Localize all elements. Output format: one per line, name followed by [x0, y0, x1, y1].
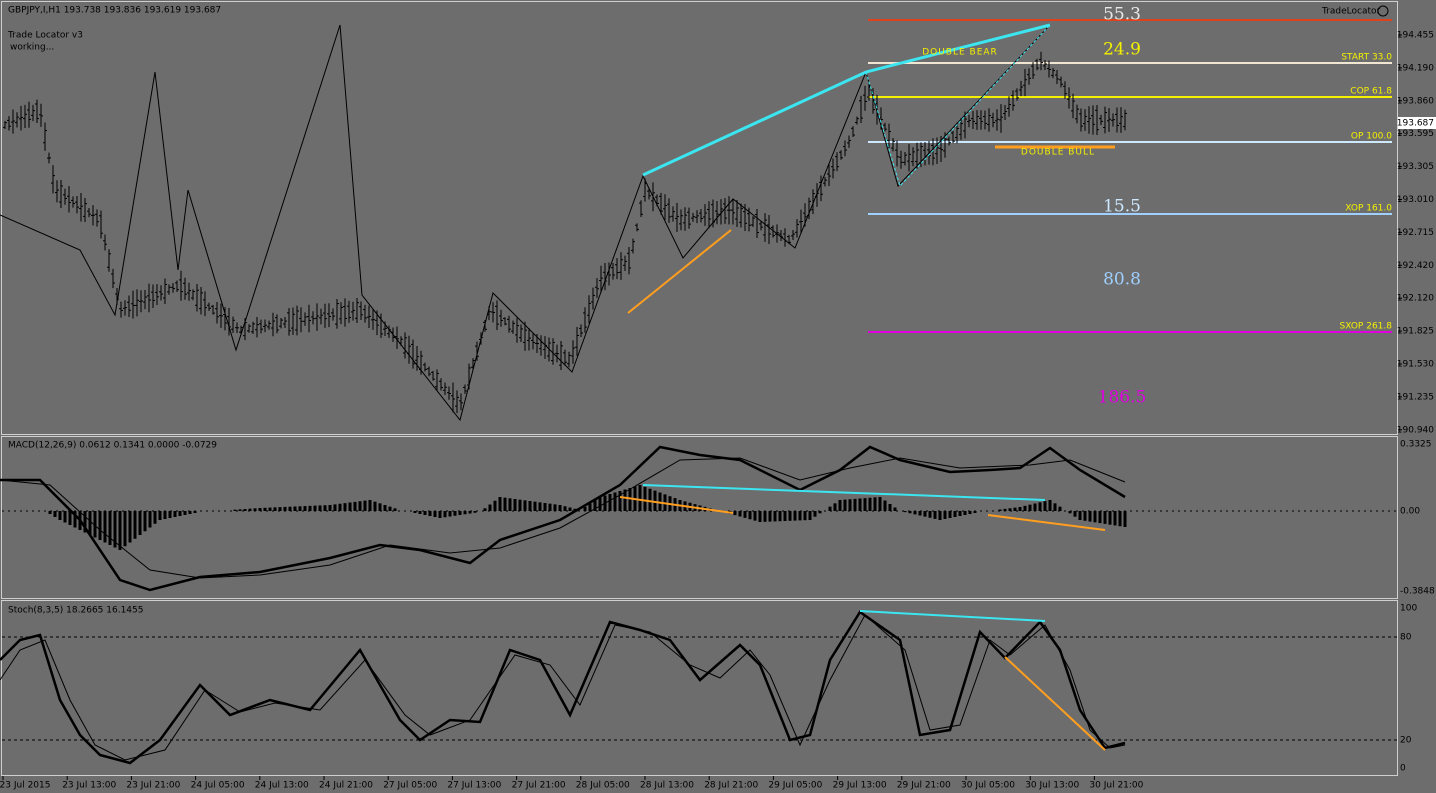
- brand-icon: [1377, 5, 1389, 17]
- price-tick-label: 190.940: [1397, 425, 1434, 435]
- price-tick-label: 191.235: [1397, 392, 1434, 402]
- time-tick-label: 23 Jul 2015: [0, 781, 50, 791]
- zigzag: [0, 24, 1051, 422]
- price-tick-label: 191.825: [1397, 327, 1434, 337]
- price-tick-label: 194.455: [1397, 31, 1434, 41]
- pattern-label: DOUBLE BEAR: [922, 48, 998, 58]
- divergence-line: [627, 229, 732, 314]
- stoch-tick-label: 80: [1400, 633, 1412, 643]
- divergence-line: [987, 514, 1106, 531]
- level-label: OP 100.0: [1351, 132, 1392, 142]
- time-tick-label: 28 Jul 05:00: [576, 781, 630, 791]
- level-percent: 55.3: [1103, 5, 1141, 25]
- indicator-name: Trade Locator v3: [7, 31, 83, 41]
- level-percent: 186.5: [1098, 388, 1147, 408]
- time-tick-label: 27 Jul 13:00: [447, 781, 501, 791]
- level-percent: 24.9: [1103, 40, 1141, 60]
- macd-title: MACD(12,26,9) 0.0612 0.1341 0.0000 -0.07…: [8, 441, 217, 451]
- time-tick-label: 29 Jul 05:00: [768, 781, 822, 791]
- time-tick-label: 24 Jul 05:00: [191, 781, 245, 791]
- stoch-panel: 100 80 20 0: [0, 604, 1417, 774]
- price-tick-label: 192.120: [1397, 294, 1434, 304]
- price-tick-label: 192.420: [1397, 261, 1434, 271]
- level-percent: 15.5: [1103, 197, 1141, 217]
- stoch-tick-label: 100: [1400, 604, 1417, 614]
- divergence-line: [859, 610, 1046, 622]
- time-tick-label: 29 Jul 13:00: [833, 781, 887, 791]
- price-tick-label: 193.595: [1397, 129, 1434, 139]
- current-price-box: [1398, 117, 1436, 129]
- level-label: COP 61.8: [1350, 87, 1392, 97]
- time-tick-label: 28 Jul 21:00: [704, 781, 758, 791]
- symbol-line: GBPJPY,I,H1 193.738 193.836 193.619 193.…: [8, 6, 221, 16]
- level-percent: 80.8: [1103, 270, 1141, 290]
- price-tick-label: 193.010: [1397, 195, 1434, 205]
- pattern-label: DOUBLE BULL: [1021, 148, 1095, 158]
- level-lines: [868, 19, 1392, 333]
- macd-tick-label: 0.3325: [1400, 440, 1432, 450]
- price-tick-label: 192.715: [1397, 228, 1434, 238]
- time-tick-label: 30 Jul 05:00: [961, 781, 1015, 791]
- time-tick-label: 29 Jul 21:00: [897, 781, 951, 791]
- level-label: SXOP 261.8: [1340, 322, 1393, 332]
- divergence-line: [642, 484, 1046, 501]
- macd-panel: 0.3325 0.00 -0.3848: [0, 440, 1435, 597]
- time-tick-label: 27 Jul 05:00: [383, 781, 437, 791]
- price-tick-label: 193.860: [1397, 96, 1434, 106]
- divergence-line: [619, 496, 734, 514]
- time-tick-label: 23 Jul 21:00: [126, 781, 180, 791]
- pattern-leg: [865, 24, 1051, 187]
- stoch-tick-label: 0: [1400, 764, 1406, 774]
- indicator-status: working...: [10, 43, 54, 53]
- price-tick-label: 193.305: [1397, 162, 1434, 172]
- stoch-tick-label: 20: [1400, 736, 1412, 746]
- time-tick-label: 24 Jul 21:00: [319, 781, 373, 791]
- macd-tick-label: 0.00: [1400, 507, 1420, 517]
- divergence-line: [1004, 656, 1106, 751]
- time-tick-label: 28 Jul 13:00: [640, 781, 694, 791]
- time-tick-label: 27 Jul 21:00: [512, 781, 566, 791]
- stoch-title: Stoch(8,3,5) 18.2665 16.1455: [8, 606, 143, 616]
- price-tick-label: 194.190: [1397, 63, 1434, 73]
- candles: [3, 51, 1127, 414]
- time-tick-label: 30 Jul 21:00: [1089, 781, 1143, 791]
- level-label: XOP 161.0: [1345, 204, 1392, 214]
- macd-tick-label: -0.3848: [1400, 587, 1435, 597]
- time-tick-label: 23 Jul 13:00: [62, 781, 116, 791]
- stoch-main: [0, 610, 1126, 765]
- macd-main: [0, 445, 1126, 592]
- stoch-signal: [0, 614, 1126, 761]
- panel-frames: [1, 1, 1398, 776]
- macd-signal: [0, 457, 1126, 579]
- time-tick-label: 30 Jul 13:00: [1025, 781, 1079, 791]
- price-tick-label: 191.530: [1397, 360, 1434, 370]
- brand: TradeLocator: [1321, 7, 1381, 17]
- current-price: 193.687: [1397, 119, 1434, 129]
- level-label: START 33.0: [1341, 53, 1392, 63]
- time-tick-label: 24 Jul 13:00: [255, 781, 309, 791]
